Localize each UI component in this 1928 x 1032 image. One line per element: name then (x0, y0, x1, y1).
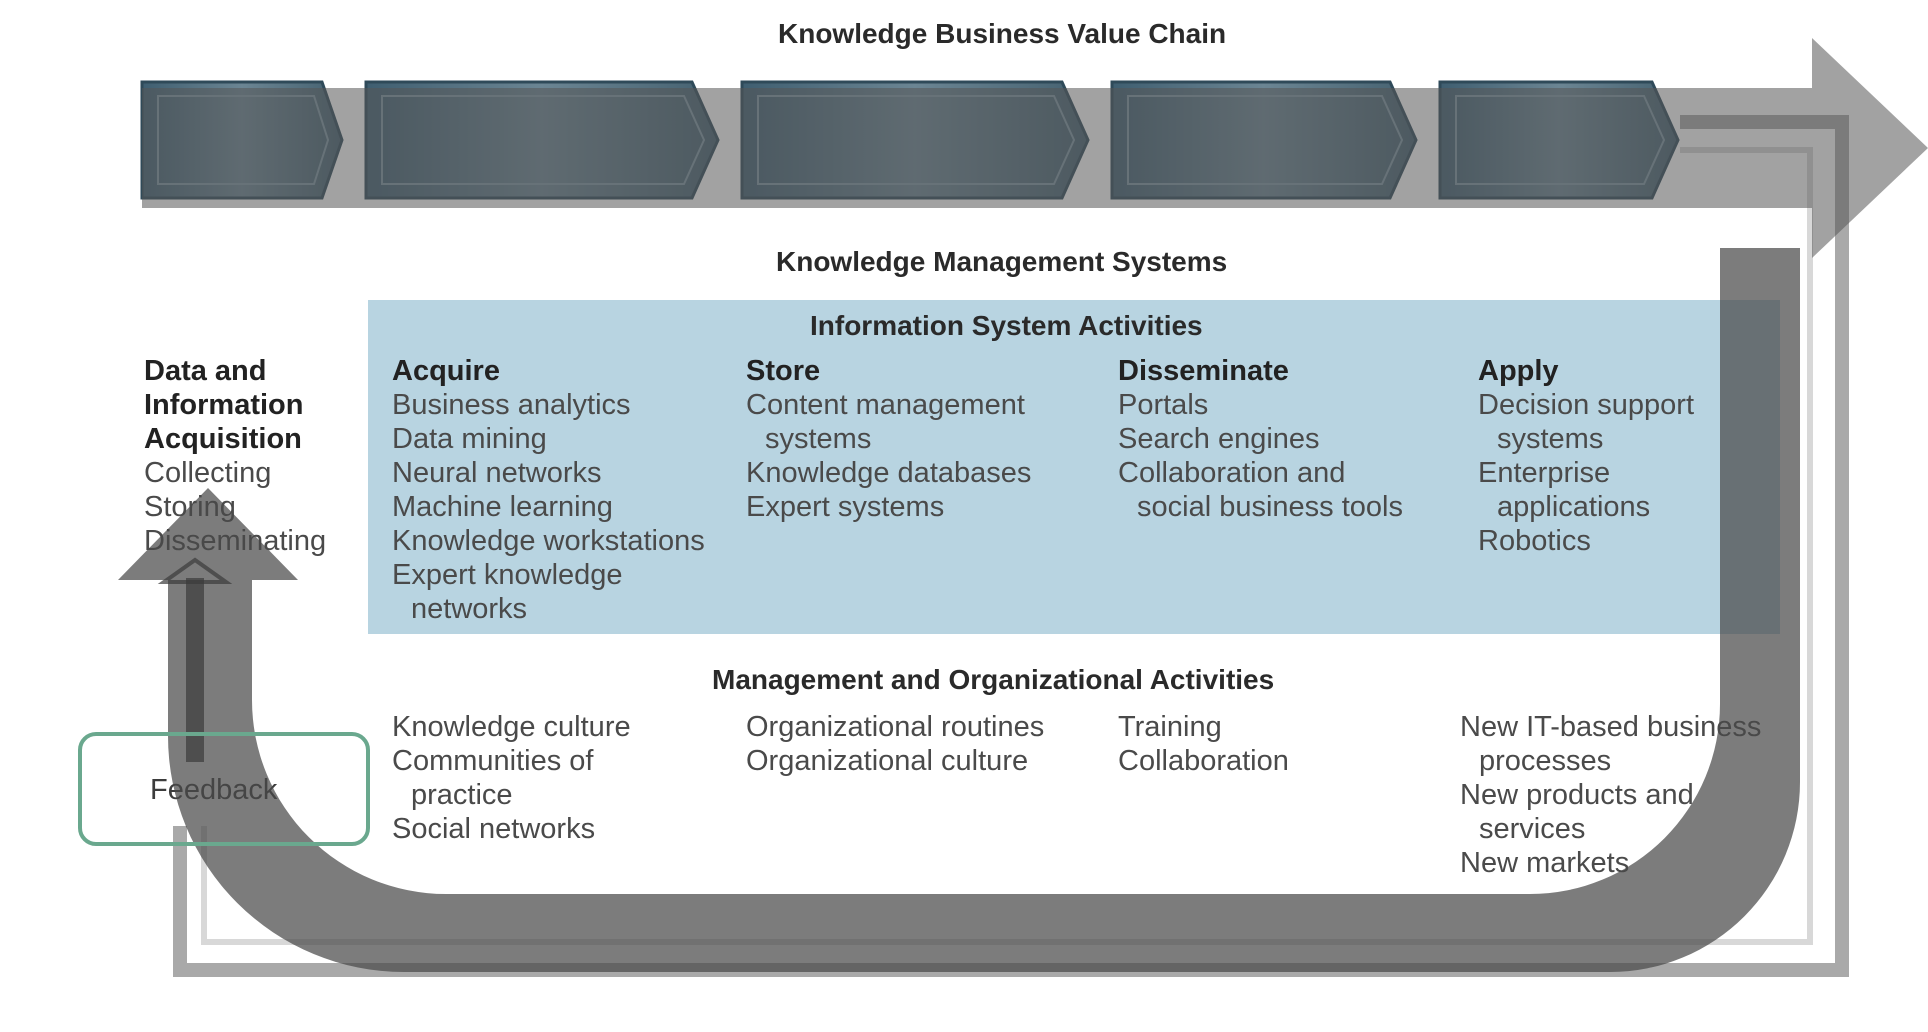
is-column-store: Store Content management systems Knowledge … (746, 354, 1031, 524)
mgmt-column-item: Communities of (392, 745, 594, 777)
is-column-item: Data mining (392, 423, 547, 455)
title-value-chain: Knowledge Business Value Chain (778, 18, 1227, 49)
is-column-heading: Store (746, 355, 821, 387)
value-chain-arrow (142, 38, 1928, 258)
left-heading-line-3: Acquisition (144, 423, 302, 455)
mgmt-column-2: Organizational routines Organizational cu… (746, 710, 1044, 778)
is-column-item: Search engines (1118, 423, 1320, 455)
is-column-item: social business tools (1137, 491, 1403, 523)
mgmt-column-item: practice (411, 779, 513, 811)
is-column-item: Business analytics (392, 389, 631, 421)
left-item-collecting: Collecting (144, 457, 272, 489)
is-column-item: Enterprise (1478, 457, 1611, 489)
is-column-item: Knowledge databases (746, 457, 1032, 489)
feedback-box (78, 732, 370, 846)
is-column-item: Portals (1118, 389, 1209, 421)
mgmt-column-item: Collaboration (1118, 745, 1289, 777)
title-is-activities: Information System Activities (810, 310, 1203, 341)
is-column-disseminate: Disseminate Portals Search engines Collabor… (1118, 354, 1403, 524)
mgmt-column-3: Training Collaboration (1118, 710, 1289, 778)
mgmt-column-1: Knowledge culture Communities of practice S… (392, 710, 631, 846)
title-kms: Knowledge Management Systems (776, 246, 1228, 277)
is-column-heading: Apply (1478, 355, 1559, 387)
mgmt-column-item: New markets (1460, 847, 1630, 879)
mgmt-column-item: services (1479, 813, 1586, 845)
is-column-item: Expert knowledge (392, 559, 623, 591)
up-arrow-icon (157, 557, 233, 762)
left-heading-line-2: Information (144, 389, 304, 421)
is-column-item: Neural networks (392, 457, 602, 489)
is-column-item: Expert systems (746, 491, 945, 523)
is-activities-panel (368, 300, 1780, 634)
is-column-item: Robotics (1478, 525, 1591, 557)
is-column-apply: Apply Decision support systems Enterprise ap… (1478, 354, 1694, 558)
left-heading-line-1: Data and (144, 355, 267, 387)
is-column-acquire: Acquire Business analytics Data mining Neur… (392, 354, 705, 626)
is-column-item: Content management (746, 389, 1025, 421)
mgmt-column-item: processes (1479, 745, 1612, 777)
is-column-item: Machine learning (392, 491, 613, 523)
is-column-item: networks (411, 593, 528, 625)
is-column-item: systems (1497, 423, 1604, 455)
is-column-heading: Disseminate (1118, 355, 1289, 387)
is-column-item: applications (1497, 491, 1651, 523)
mgmt-column-4: New IT-based business processes New produc… (1460, 710, 1761, 880)
is-column-heading: Acquire (392, 355, 500, 387)
title-mgmt-activities: Management and Organizational Activities (712, 664, 1275, 695)
mgmt-column-item: Training (1118, 711, 1222, 743)
mgmt-column-item: New IT-based business (1460, 711, 1762, 743)
is-column-item: Collaboration and (1118, 457, 1346, 489)
mgmt-column-item: New products and (1460, 779, 1694, 811)
is-column-item: Decision support (1478, 389, 1694, 421)
mgmt-column-item: Organizational routines (746, 711, 1045, 743)
feedback-u-arrow (118, 248, 1800, 972)
mgmt-column-item: Knowledge culture (392, 711, 631, 743)
is-column-item: Knowledge workstations (392, 525, 705, 557)
is-column-item: systems (765, 423, 872, 455)
mgmt-column-item: Social networks (392, 813, 596, 845)
mgmt-column-item: Organizational culture (746, 745, 1029, 777)
